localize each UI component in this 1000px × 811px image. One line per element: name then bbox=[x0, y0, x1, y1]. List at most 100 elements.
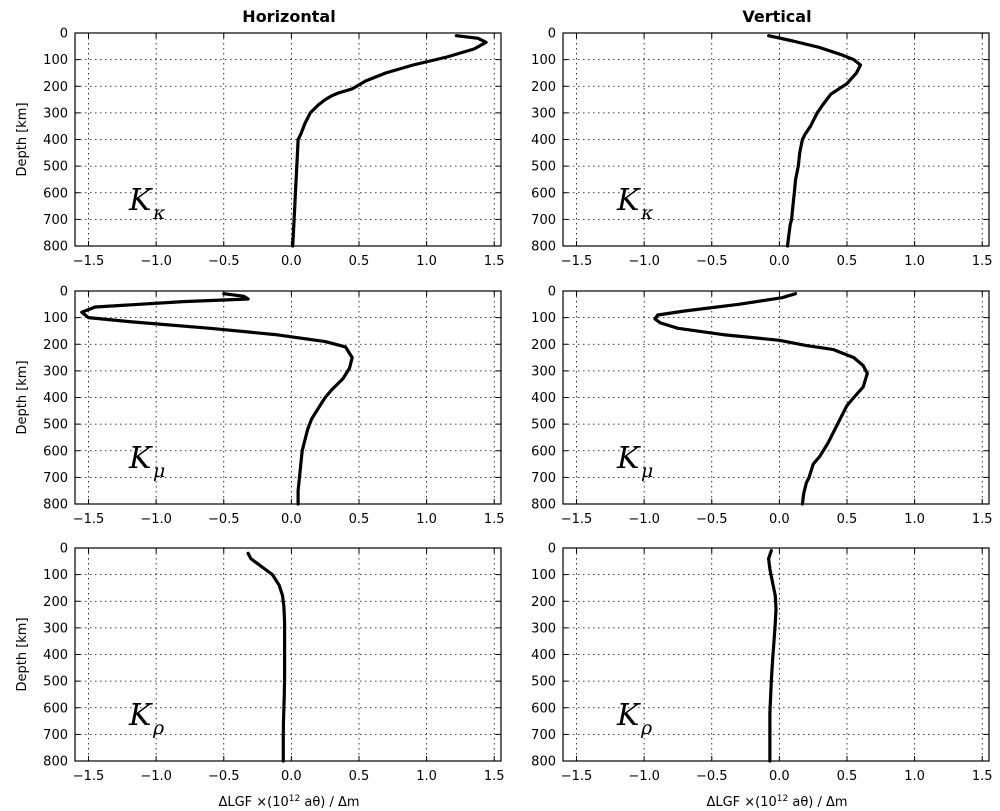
x-tick-label: −1.5 bbox=[73, 512, 105, 527]
x-tick-label: 1.5 bbox=[972, 512, 993, 527]
x-tick-label: −1.5 bbox=[561, 512, 593, 527]
kernel-label: K bbox=[616, 698, 641, 733]
x-tick-label: −1.0 bbox=[628, 769, 660, 784]
x-axis-label-horizontal: ΔLGF ×(1012 aθ) / Δm bbox=[218, 794, 359, 810]
kernel-series-line bbox=[766, 549, 778, 763]
kernel-label: K bbox=[128, 183, 153, 218]
y-tick-label: 400 bbox=[43, 133, 68, 148]
x-tick-label: 0.5 bbox=[349, 512, 370, 527]
y-tick-label: 200 bbox=[43, 80, 68, 95]
y-tick-label: 700 bbox=[531, 471, 556, 486]
y-tick-label: 300 bbox=[43, 364, 68, 379]
y-tick-label: 100 bbox=[531, 53, 556, 68]
x-tick-label: 0.5 bbox=[349, 254, 370, 269]
y-tick-label: 500 bbox=[531, 418, 556, 433]
x-tick-label: 0.5 bbox=[349, 769, 370, 784]
y-tick-label: 600 bbox=[531, 701, 556, 716]
column-title-horizontal: Horizontal bbox=[242, 7, 335, 26]
chart-panel-4: −1.5 −1.0 −0.5 0.0 0.5 1.0 1.5 0 100 200 300 400 500… bbox=[15, 542, 505, 785]
x-tick-label: 0.0 bbox=[281, 769, 302, 784]
y-tick-label: 100 bbox=[43, 53, 68, 68]
y-tick-label: 800 bbox=[531, 755, 556, 770]
y-tick-label: 600 bbox=[531, 444, 556, 459]
x-tick-label: 1.0 bbox=[416, 769, 437, 784]
kernel-subscript: ρ bbox=[152, 717, 165, 739]
kernel-label: K bbox=[616, 441, 641, 476]
x-tick-label: 1.0 bbox=[904, 512, 925, 527]
y-tick-label: 400 bbox=[531, 648, 556, 663]
chart-panel-0: −1.5 −1.0 −0.5 0.0 0.5 1.0 1.5 0 100 200 300 400 500… bbox=[15, 27, 505, 270]
y-tick-label: 700 bbox=[531, 213, 556, 228]
y-tick-label: 800 bbox=[43, 755, 68, 770]
y-tick-label: 800 bbox=[531, 498, 556, 513]
y-tick-label: 200 bbox=[43, 595, 68, 610]
y-tick-label: 700 bbox=[43, 728, 68, 743]
y-axis-label: Depth [km] bbox=[15, 102, 30, 176]
plot-frame bbox=[74, 547, 502, 762]
x-tick-label: −1.0 bbox=[140, 512, 172, 527]
x-tick-label: −1.5 bbox=[73, 254, 105, 269]
x-tick-label: 0.0 bbox=[769, 512, 790, 527]
x-tick-label: 0.0 bbox=[281, 512, 302, 527]
x-tick-label: 1.0 bbox=[416, 512, 437, 527]
y-tick-label: 700 bbox=[43, 471, 68, 486]
y-tick-label: 100 bbox=[531, 568, 556, 583]
x-tick-label: 0.5 bbox=[837, 512, 858, 527]
plot-frame bbox=[562, 547, 990, 762]
y-tick-label: 300 bbox=[43, 106, 68, 121]
x-tick-label: 1.0 bbox=[904, 254, 925, 269]
y-tick-label: 0 bbox=[548, 285, 556, 300]
y-tick-label: 100 bbox=[43, 568, 68, 583]
chart-panel-3: −1.5 −1.0 −0.5 0.0 0.5 1.0 1.5 0 100 200 300 400 500… bbox=[531, 285, 992, 528]
y-axis-label: Depth [km] bbox=[15, 617, 30, 691]
y-tick-label: 100 bbox=[43, 311, 68, 326]
y-tick-label: 600 bbox=[43, 444, 68, 459]
kernel-series-line bbox=[291, 34, 488, 248]
y-tick-label: 500 bbox=[531, 675, 556, 690]
y-tick-label: 700 bbox=[43, 213, 68, 228]
y-tick-label: 300 bbox=[43, 621, 68, 636]
y-tick-label: 600 bbox=[43, 701, 68, 716]
x-tick-label: 1.5 bbox=[972, 254, 993, 269]
kernel-label: K bbox=[128, 441, 153, 476]
y-tick-label: 200 bbox=[43, 338, 68, 353]
y-tick-label: 500 bbox=[43, 418, 68, 433]
kernel-subscript: κ bbox=[152, 202, 166, 224]
y-tick-label: 200 bbox=[531, 595, 556, 610]
plot-frame bbox=[74, 32, 502, 247]
x-tick-label: 1.0 bbox=[904, 769, 925, 784]
y-tick-label: 0 bbox=[548, 27, 556, 42]
kernel-series-line bbox=[766, 34, 863, 248]
plot-frame bbox=[562, 32, 990, 247]
x-tick-label: 1.0 bbox=[416, 254, 437, 269]
x-tick-label: 0.0 bbox=[769, 769, 790, 784]
x-tick-label: −0.5 bbox=[208, 254, 240, 269]
column-title-vertical: Vertical bbox=[742, 7, 811, 26]
y-tick-label: 400 bbox=[43, 391, 68, 406]
y-tick-label: 500 bbox=[531, 160, 556, 175]
kernel-series-line bbox=[246, 551, 287, 763]
x-tick-label: 0.0 bbox=[769, 254, 790, 269]
x-tick-label: −0.5 bbox=[208, 512, 240, 527]
y-tick-label: 500 bbox=[43, 160, 68, 175]
y-tick-label: 0 bbox=[60, 285, 68, 300]
x-tick-label: −1.5 bbox=[561, 769, 593, 784]
x-tick-label: −1.5 bbox=[561, 254, 593, 269]
x-tick-label: 0.5 bbox=[837, 254, 858, 269]
y-tick-label: 700 bbox=[531, 728, 556, 743]
kernel-subscript: κ bbox=[640, 202, 654, 224]
y-tick-label: 800 bbox=[531, 240, 556, 255]
x-tick-label: −0.5 bbox=[696, 512, 728, 527]
x-tick-label: −1.0 bbox=[140, 254, 172, 269]
x-tick-label: −0.5 bbox=[208, 769, 240, 784]
chart-panel-1: −1.5 −1.0 −0.5 0.0 0.5 1.0 1.5 0 100 200 300 400 500… bbox=[531, 27, 992, 270]
y-tick-label: 200 bbox=[531, 80, 556, 95]
x-tick-label: −1.0 bbox=[140, 769, 172, 784]
y-tick-label: 300 bbox=[531, 621, 556, 636]
x-tick-label: −1.5 bbox=[73, 769, 105, 784]
chart-panel-2: −1.5 −1.0 −0.5 0.0 0.5 1.0 1.5 0 100 200 300 400 500… bbox=[15, 285, 505, 528]
y-tick-label: 800 bbox=[43, 240, 68, 255]
x-tick-label: 0.0 bbox=[281, 254, 302, 269]
x-tick-label: 1.5 bbox=[484, 254, 505, 269]
